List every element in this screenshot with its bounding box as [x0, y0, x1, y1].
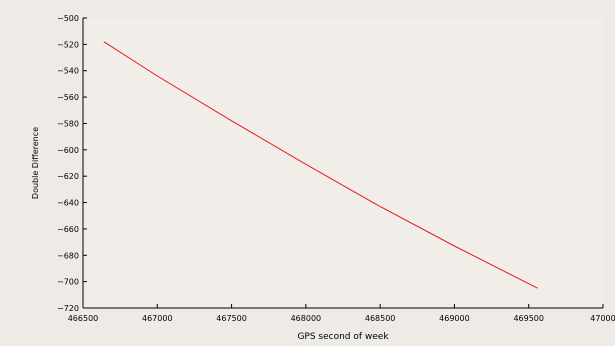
x-tick-label: 468500: [365, 314, 396, 323]
plot-area: [83, 18, 603, 308]
y-tick-label: −560: [57, 93, 79, 102]
y-tick-label: −580: [57, 119, 79, 128]
y-tick-label: −640: [57, 199, 79, 208]
y-tick-label: −660: [57, 225, 79, 234]
y-tick-label: −680: [57, 251, 79, 260]
x-tick-label: 468000: [291, 314, 322, 323]
x-tick-label: 469500: [513, 314, 544, 323]
x-tick-label: 466500: [68, 314, 99, 323]
x-tick-label: 469000: [439, 314, 470, 323]
axes-layer: [82, 18, 603, 309]
x-tick-label: 467000: [142, 314, 173, 323]
ticks-layer: 466500 467000 467500 468000 468500 469000 4695…: [57, 14, 615, 323]
y-tick-label: −700: [57, 278, 79, 287]
series-line: [103, 41, 538, 289]
x-axis-label: GPS second of week: [297, 332, 389, 342]
y-tick-label: −540: [57, 67, 79, 76]
y-tick-label: −520: [57, 40, 79, 49]
y-tick-label: −500: [57, 14, 79, 23]
y-axis-label: Double Difference: [31, 127, 40, 199]
series-layer: [103, 41, 538, 289]
x-tick-label: 467500: [216, 314, 247, 323]
y-tick-label: −600: [57, 146, 79, 155]
y-tick-label: −720: [57, 304, 79, 313]
x-tick-label: 47000: [590, 314, 615, 323]
y-tick-label: −620: [57, 172, 79, 181]
